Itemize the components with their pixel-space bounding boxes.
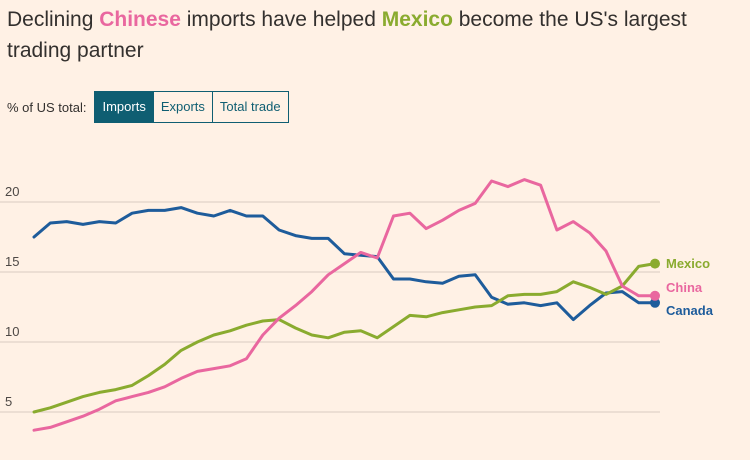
y-tick-label-15: 15 xyxy=(5,254,19,269)
title-highlight-mexico: Mexico xyxy=(381,8,453,31)
title-part-3: become the US's largest trading partner xyxy=(7,8,687,62)
metric-toggle-group: Imports Exports Total trade xyxy=(94,91,289,123)
gridlines: 5 10 15 20 xyxy=(0,184,660,413)
title-part-1: Declining xyxy=(7,8,100,31)
end-dot-china xyxy=(650,290,660,301)
end-label-mexico: Mexico xyxy=(666,256,710,271)
end-label-china: China xyxy=(666,280,703,295)
y-tick-label-5: 5 xyxy=(5,394,12,409)
series-line-canada xyxy=(32,206,657,322)
title-highlight-chinese: Chinese xyxy=(99,8,181,31)
end-dot-mexico xyxy=(650,258,660,269)
metric-label: % of US total: xyxy=(7,99,87,115)
toggle-total-trade-button[interactable]: Total trade xyxy=(211,92,288,122)
end-labels: Canada China Mexico xyxy=(650,256,714,318)
toggle-imports-button[interactable]: Imports xyxy=(95,92,153,122)
end-dot-canada xyxy=(650,297,660,308)
series-lines xyxy=(32,178,657,432)
title-part-2: imports have helped xyxy=(180,8,382,31)
toggle-exports-button[interactable]: Exports xyxy=(152,92,212,122)
series-line-china xyxy=(32,178,657,432)
chart-title: Declining Chinese imports have helped Me… xyxy=(7,4,727,66)
end-label-canada: Canada xyxy=(666,303,714,318)
y-tick-label-10: 10 xyxy=(5,324,19,339)
series-line-mexico xyxy=(32,262,657,414)
metric-controls: % of US total: Imports Exports Total tra… xyxy=(7,91,289,123)
y-tick-label-20: 20 xyxy=(5,184,19,199)
